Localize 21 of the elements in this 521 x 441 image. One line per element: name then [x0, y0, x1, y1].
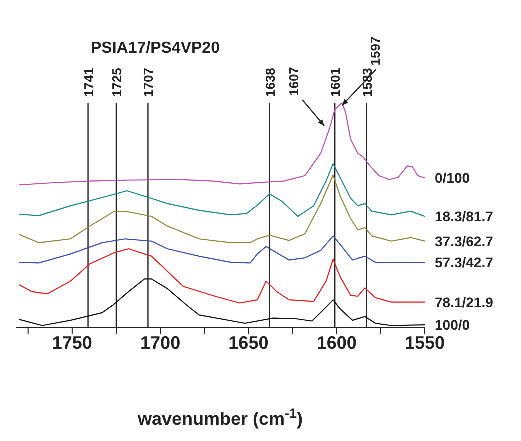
series-label: 0/100: [435, 170, 470, 186]
x-tick-label: 1550: [404, 332, 446, 353]
ref-line-label: 1638: [262, 68, 278, 97]
annotation: 1597: [368, 36, 384, 66]
ref-line-label: 1583: [360, 68, 375, 97]
ref-line-label: 1741: [81, 68, 96, 97]
ref-line-label: 1707: [141, 68, 156, 97]
annotation: 1607: [286, 67, 302, 96]
chart-title: PSIA17/PS4VP20: [91, 40, 220, 57]
series-label: 37.3/62.7: [435, 233, 494, 250]
ref-line-label: 1601: [328, 68, 344, 97]
x-tick-label: 1650: [228, 332, 269, 353]
series-label: 100/0: [435, 317, 470, 334]
series-label: 18.3/81.7: [435, 208, 494, 225]
x-axis-title: wavenumber (cm$^{-1}$): [136, 406, 304, 429]
series-label: 57.3/42.7: [435, 254, 494, 271]
ref-line-label: 1725: [109, 68, 124, 97]
x-tick-label: 1600: [316, 332, 357, 353]
series-label: 78.1/21.9: [435, 294, 494, 310]
x-tick-label: 1750: [52, 332, 92, 353]
x-tick-label: 1700: [140, 332, 181, 353]
